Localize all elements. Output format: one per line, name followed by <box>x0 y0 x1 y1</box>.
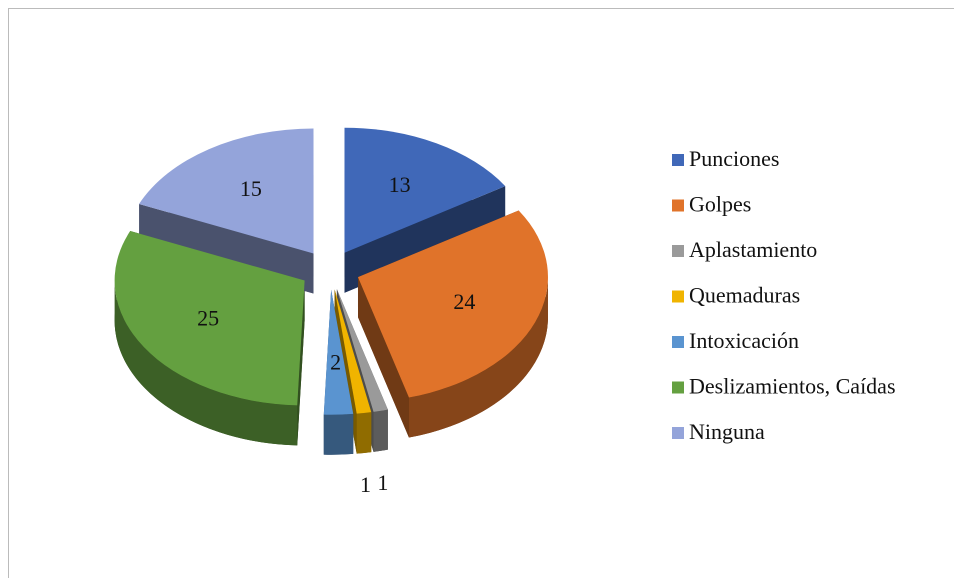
slice-top <box>334 289 372 414</box>
slice-top <box>344 127 506 253</box>
legend-label: Deslizamientos, Caídas <box>689 374 896 399</box>
data-label: 24 <box>453 289 475 314</box>
slice-outer-side <box>114 280 298 446</box>
slice-top <box>323 289 354 415</box>
data-label: 1 <box>377 470 388 495</box>
slice-outer-side <box>373 409 388 452</box>
legend-swatch <box>672 245 684 257</box>
legend-swatch <box>672 427 684 439</box>
legend-swatch <box>672 381 684 394</box>
data-label: 2 <box>330 350 341 375</box>
legend-swatch <box>672 290 684 303</box>
legend-label: Intoxicación <box>689 328 799 353</box>
legend-label: Ninguna <box>689 419 765 444</box>
slice-top <box>139 128 314 254</box>
legend-swatch <box>672 154 684 166</box>
slice-radial-side <box>297 280 305 446</box>
legend-label: Quemaduras <box>689 283 800 308</box>
legend-label: Aplastamiento <box>689 237 817 262</box>
slice-top <box>114 231 305 406</box>
legend-swatch <box>672 199 684 212</box>
data-label: 1 <box>360 472 371 497</box>
data-label: 15 <box>240 176 262 201</box>
slice-outer-side <box>356 412 372 454</box>
legend-swatch <box>672 336 684 348</box>
legend-label: Punciones <box>689 146 779 171</box>
slice-radial-side <box>357 277 409 438</box>
slice-top <box>357 210 548 398</box>
data-label: 13 <box>389 172 411 197</box>
slice-top <box>336 289 388 412</box>
pie-tops <box>114 127 548 415</box>
slice-outer-side <box>323 413 354 455</box>
legend-label: Golpes <box>689 192 751 217</box>
data-label: 25 <box>197 306 219 331</box>
slice-outer-side <box>408 277 548 438</box>
